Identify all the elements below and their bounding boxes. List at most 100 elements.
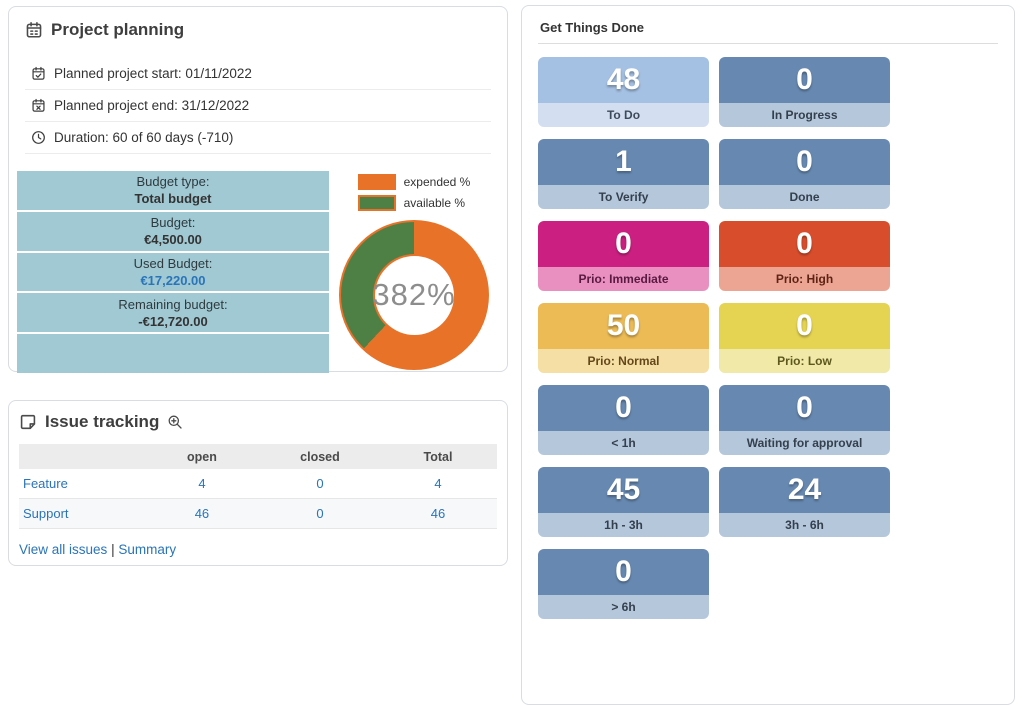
- gtd-tile[interactable]: 50 Prio: Normal: [538, 303, 709, 373]
- gtd-tile-count-area: 0: [538, 549, 709, 595]
- gtd-tile-count: 0: [615, 227, 632, 260]
- budget-row: Used Budget: €17,220.00: [17, 253, 329, 294]
- legend-swatch: [357, 174, 396, 190]
- summary-link[interactable]: Summary: [118, 542, 177, 557]
- planning-info-row: Duration: 60 of 60 days (-710): [25, 122, 491, 154]
- issue-tracking-header: Issue tracking: [9, 401, 507, 432]
- gtd-tile-count-area: 45: [538, 467, 709, 513]
- issue-count-link[interactable]: 0: [316, 476, 324, 491]
- gtd-tile-count: 1: [615, 145, 632, 178]
- budget-row-label: Budget:: [150, 215, 196, 231]
- issue-table-body: Feature 4 0 4 Support 46 0 46: [19, 469, 497, 529]
- planning-info-text: Duration: 60 of 60 days (-710): [54, 130, 234, 145]
- clock-icon: [31, 130, 46, 145]
- zoom-in-icon[interactable]: [167, 414, 183, 430]
- budget-row-value: Total budget: [134, 191, 212, 207]
- budget-row-label: Budget type:: [136, 174, 210, 190]
- issue-count-cell: 0: [261, 476, 379, 491]
- gtd-tile-count-area: 1: [538, 139, 709, 185]
- issue-count-link[interactable]: 46: [194, 506, 210, 521]
- gtd-tile-count-area: 0: [719, 303, 890, 349]
- issue-count-cell: 46: [143, 506, 261, 521]
- legend-label: expended %: [403, 175, 471, 189]
- gtd-tile-count: 0: [796, 63, 813, 96]
- gtd-tile-count-area: 0: [719, 385, 890, 431]
- gtd-tile-label: Prio: Low: [719, 349, 890, 373]
- gtd-tile-count-area: 50: [538, 303, 709, 349]
- issue-table-row: Feature 4 0 4: [19, 469, 497, 499]
- gtd-tile[interactable]: 0 < 1h: [538, 385, 709, 455]
- calendar-x-icon: [31, 98, 46, 113]
- legend-item: available %: [357, 195, 471, 211]
- gtd-tile-grid: 48 To Do 0 In Progress 1 To Verify 0 Done 0 Prio:…: [538, 57, 998, 619]
- gtd-tile[interactable]: 0 Prio: Immediate: [538, 221, 709, 291]
- gtd-tile[interactable]: 0 Prio: Low: [719, 303, 890, 373]
- gtd-tile[interactable]: 0 Prio: High: [719, 221, 890, 291]
- gtd-tile-count: 0: [796, 145, 813, 178]
- issue-footer-links: View all issues | Summary: [19, 542, 497, 557]
- tracker-link[interactable]: Feature: [23, 476, 68, 491]
- gtd-tile[interactable]: 24 3h - 6h: [719, 467, 890, 537]
- link-separator: |: [111, 542, 115, 557]
- planning-info-row: Planned project end: 31/12/2022: [25, 90, 491, 122]
- gtd-tile[interactable]: 0 Waiting for approval: [719, 385, 890, 455]
- planning-info-text: Planned project end: 31/12/2022: [54, 98, 250, 113]
- budget-donut: 382%: [339, 220, 489, 370]
- budget-row-value: -€12,720.00: [138, 313, 208, 329]
- project-planning-panel: Project planning Planned project start: …: [8, 6, 508, 373]
- calendar-check-icon: [31, 66, 46, 81]
- gtd-tile-count-area: 0: [719, 139, 890, 185]
- panel-title: Project planning: [51, 20, 185, 39]
- gtd-tile-count-area: 0: [719, 57, 890, 103]
- view-all-issues-link[interactable]: View all issues: [19, 542, 108, 557]
- issue-count-cell: 0: [261, 506, 379, 521]
- budget-row-value[interactable]: €17,220.00: [140, 272, 206, 288]
- tracker-link[interactable]: Support: [23, 506, 69, 521]
- get-things-done-panel: Get Things Done 48 To Do 0 In Progress 1 To V…: [521, 5, 1015, 705]
- issue-table-row: Support 46 0 46: [19, 499, 497, 529]
- gtd-tile[interactable]: 0 In Progress: [719, 57, 890, 127]
- legend-swatch: [357, 195, 396, 211]
- budget-row: Remaining budget: -€12,720.00: [17, 293, 329, 335]
- gtd-tile[interactable]: 48 To Do: [538, 57, 709, 127]
- legend-label: available %: [403, 196, 465, 210]
- gtd-tile[interactable]: 0 > 6h: [538, 549, 709, 619]
- gtd-tile-count: 50: [606, 309, 641, 342]
- gtd-tile-count: 0: [796, 227, 813, 260]
- budget-row: Budget: €4,500.00: [17, 212, 329, 253]
- gtd-tile[interactable]: 0 Done: [719, 139, 890, 209]
- budget-chart: expended % available % 382%: [329, 171, 499, 373]
- budget-section: Budget type: Total budget Budget: €4,500.00…: [17, 171, 499, 373]
- gtd-tile-count: 0: [796, 309, 813, 342]
- issue-count-link[interactable]: 0: [316, 506, 324, 521]
- gtd-tile-count-area: 48: [538, 57, 709, 103]
- divider: [538, 43, 998, 44]
- issue-table: open closed Total Feature 4 0 4 Support 46 0 46: [19, 444, 497, 529]
- issue-count-link[interactable]: 4: [198, 476, 206, 491]
- issue-count-cell: 4: [143, 476, 261, 491]
- gtd-tile-count: 24: [787, 473, 822, 506]
- budget-row-value: €4,500.00: [144, 232, 202, 248]
- gtd-tile-label: Done: [719, 185, 890, 209]
- total-column-header: Total: [423, 449, 453, 464]
- closed-column-header: closed: [300, 449, 340, 464]
- issue-count-cell: 46: [379, 506, 497, 521]
- gtd-tile-count: 0: [615, 391, 632, 424]
- donut-hole: 382%: [372, 253, 456, 337]
- gtd-tile[interactable]: 45 1h - 3h: [538, 467, 709, 537]
- budget-row: [17, 334, 329, 373]
- issue-count-link[interactable]: 46: [430, 506, 446, 521]
- issue-count-link[interactable]: 4: [434, 476, 442, 491]
- gtd-tile-count-area: 0: [538, 385, 709, 431]
- budget-table: Budget type: Total budget Budget: €4,500.00…: [17, 171, 329, 373]
- gtd-tile-label: In Progress: [719, 103, 890, 127]
- gtd-tile-label: 3h - 6h: [719, 513, 890, 537]
- planning-info-rows: Planned project start: 01/11/2022 Planned…: [25, 58, 491, 154]
- issue-count-cell: 4: [379, 476, 497, 491]
- gtd-tile-label: > 6h: [538, 595, 709, 619]
- gtd-tile-label: < 1h: [538, 431, 709, 455]
- issue-table-header: open closed Total: [19, 444, 497, 469]
- budget-row-label: Remaining budget:: [118, 296, 228, 312]
- project-planning-header: Project planning: [9, 7, 507, 40]
- gtd-tile[interactable]: 1 To Verify: [538, 139, 709, 209]
